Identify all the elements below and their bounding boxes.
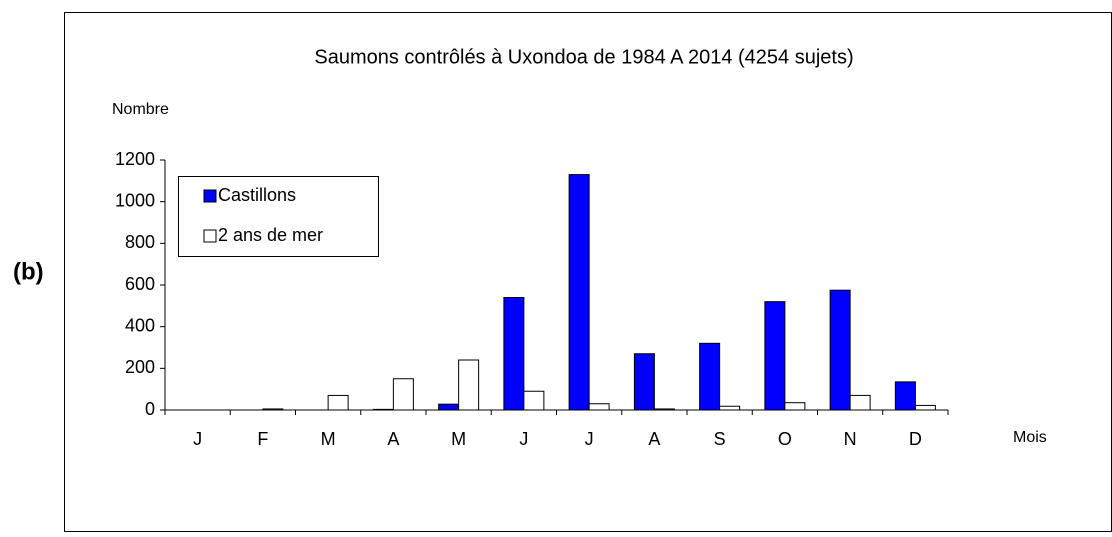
y-tick-label: 1000 bbox=[115, 190, 155, 210]
bar bbox=[653, 408, 675, 411]
bar bbox=[829, 289, 851, 411]
y-tick-label: 200 bbox=[125, 357, 155, 377]
x-tick-label: S bbox=[714, 429, 726, 449]
bar bbox=[914, 404, 936, 411]
x-tick-label: A bbox=[648, 429, 660, 449]
legend-label: 2 ans de mer bbox=[218, 225, 323, 245]
y-axis-label: Nombre bbox=[112, 101, 169, 118]
bar bbox=[784, 402, 806, 411]
legend-swatch bbox=[203, 229, 217, 243]
x-tick-label: M bbox=[321, 429, 336, 449]
bar bbox=[503, 297, 525, 411]
bar bbox=[458, 359, 480, 411]
x-axis-label: Mois bbox=[1013, 429, 1047, 446]
bar bbox=[849, 394, 871, 411]
x-tick-label: F bbox=[257, 429, 268, 449]
bar bbox=[327, 394, 349, 411]
y-tick-label: 0 bbox=[145, 399, 155, 419]
bar bbox=[372, 408, 394, 411]
bar bbox=[633, 353, 655, 411]
legend-label: Castillons bbox=[218, 185, 296, 205]
bar bbox=[392, 378, 414, 411]
x-tick-label: J bbox=[519, 429, 528, 449]
bar bbox=[894, 381, 916, 411]
panel-label: (b) bbox=[13, 258, 44, 285]
legend-swatch bbox=[203, 189, 217, 203]
x-tick-label: M bbox=[451, 429, 466, 449]
bar bbox=[719, 405, 741, 411]
bar bbox=[764, 301, 786, 411]
bar bbox=[438, 403, 460, 411]
y-tick-label: 800 bbox=[125, 232, 155, 252]
bar bbox=[523, 390, 545, 411]
x-tick-label: N bbox=[844, 429, 857, 449]
bar bbox=[699, 342, 721, 411]
bar bbox=[588, 403, 610, 411]
y-tick-label: 600 bbox=[125, 274, 155, 294]
x-tick-label: D bbox=[909, 429, 922, 449]
x-tick-label: O bbox=[778, 429, 792, 449]
x-tick-label: J bbox=[193, 429, 202, 449]
chart-title: Saumons contrôlés à Uxondoa de 1984 A 20… bbox=[314, 46, 853, 68]
y-tick-label: 400 bbox=[125, 315, 155, 335]
x-tick-label: A bbox=[387, 429, 399, 449]
y-tick-label: 1200 bbox=[115, 149, 155, 169]
x-tick-label: J bbox=[585, 429, 594, 449]
bar bbox=[568, 174, 590, 411]
bar bbox=[262, 408, 284, 411]
